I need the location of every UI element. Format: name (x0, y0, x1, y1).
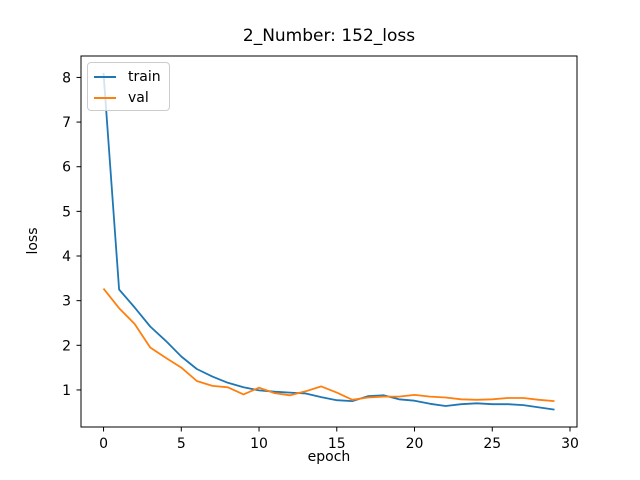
train-line-swatch (94, 75, 116, 78)
y-tick-label-1: 1 (62, 383, 71, 399)
y-tick-label-7: 7 (62, 115, 71, 131)
legend-box: train val (87, 62, 170, 111)
legend-entry-val: val (94, 87, 163, 108)
chart-title: 2_Number: 152_loss (242, 26, 416, 46)
y-tick-label-2: 2 (62, 338, 71, 354)
x-tick-label-20: 20 (406, 436, 424, 452)
x-axis-label: epoch (307, 449, 351, 465)
y-tick-label-3: 3 (62, 294, 71, 310)
y-tick-label-8: 8 (62, 70, 71, 86)
legend-label-val: val (128, 89, 149, 106)
x-tick-label-0: 0 (99, 436, 108, 452)
y-axis-label: loss (25, 227, 41, 255)
x-tick-label-30: 30 (561, 436, 579, 452)
series-line-train (102, 72, 555, 411)
series-line-val (102, 288, 555, 402)
x-tick-label-15: 15 (328, 436, 346, 452)
legend-entry-train: train (94, 66, 163, 87)
y-tick-label-5: 5 (62, 204, 71, 220)
val-line-swatch (94, 96, 116, 99)
x-tick-label-10: 10 (250, 436, 268, 452)
x-tick-label-25: 25 (483, 436, 501, 452)
legend-label-train: train (128, 68, 161, 85)
axes-spines (80, 55, 578, 428)
y-tick-label-6: 6 (62, 160, 71, 176)
x-tick-label-5: 5 (177, 436, 186, 452)
y-tick-label-4: 4 (62, 249, 71, 265)
